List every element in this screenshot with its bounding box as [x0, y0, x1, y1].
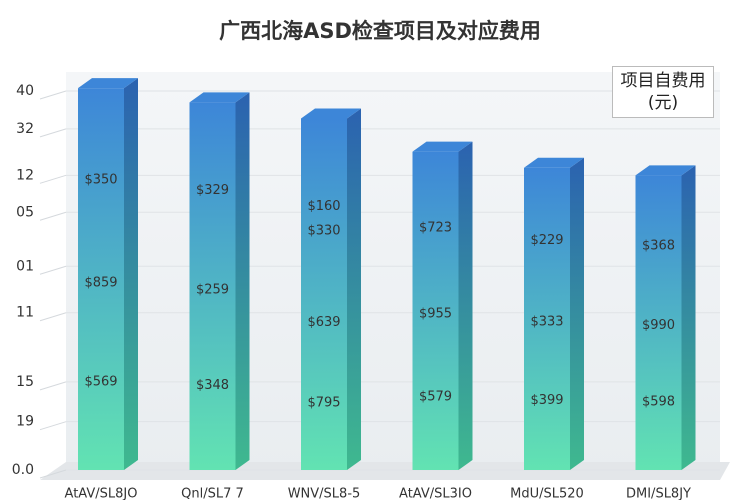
grid-line: [39, 312, 67, 322]
bar-top: [301, 108, 361, 119]
bar-label: $723: [419, 221, 452, 236]
bar-label: $579: [419, 389, 452, 404]
x-tick-label: DMI/SL8JY: [626, 487, 691, 500]
grid-line: [39, 421, 67, 431]
y-tick-label: 19: [16, 414, 34, 430]
bar-label: $795: [307, 396, 340, 411]
bar-label: $350: [84, 172, 117, 187]
bar-top: [524, 157, 584, 168]
x-tick-label: AtAV/SL8JO: [65, 487, 138, 500]
bar-label: $348: [196, 378, 229, 393]
bar-top: [412, 141, 473, 152]
x-tick-label: Qnl/SL7 7: [181, 487, 244, 500]
bar-label: $160: [307, 199, 340, 214]
bar-label: $859: [84, 275, 117, 290]
bar-label: $330: [307, 223, 340, 238]
bar-side: [681, 165, 696, 470]
bar: [301, 118, 347, 470]
y-tick-label: 01: [16, 258, 34, 274]
x-tick-label: WNV/SL8-5: [288, 487, 361, 500]
grid-line: [39, 265, 67, 275]
grid-line: [39, 174, 67, 184]
bar-label: $259: [196, 282, 229, 297]
back-wall: [66, 72, 720, 470]
x-tick-label: MdU/SL520: [510, 487, 584, 500]
bar-label: $399: [530, 393, 563, 408]
bar-top: [189, 92, 250, 103]
y-tick-label: 15: [16, 374, 34, 390]
bar-label: $598: [642, 395, 675, 410]
grid-line: [39, 211, 67, 221]
bar-top: [635, 165, 696, 176]
grid-line: [39, 90, 67, 100]
bar-side: [570, 157, 584, 470]
bar-top: [78, 78, 138, 89]
bar-label: $329: [196, 183, 229, 198]
bar: [78, 88, 124, 470]
chart-title: 广西北海ASD检查项目及对应费用: [219, 19, 541, 43]
floor: [40, 462, 730, 480]
y-tick-label: 32: [16, 121, 34, 137]
bar: [635, 175, 682, 470]
bar: [524, 167, 570, 470]
bar-label: $955: [419, 307, 452, 322]
bar: [189, 102, 236, 471]
bar-label: $990: [642, 318, 675, 333]
bar-side: [235, 92, 250, 471]
grid-line: [39, 128, 67, 138]
legend: 项目自费用 (元): [612, 66, 714, 118]
bar: [412, 151, 459, 470]
y-tick-label: 05: [16, 204, 34, 220]
y-tick-label: 0.0: [12, 462, 34, 478]
bar-label: $639: [307, 315, 340, 330]
y-tick-label: 40: [16, 83, 34, 99]
bar-label: $368: [642, 239, 675, 254]
grid-line: [39, 381, 67, 391]
bar-side: [124, 78, 138, 470]
bar-label: $569: [84, 375, 117, 390]
bar-side: [347, 108, 361, 470]
x-tick-label: AtAV/SL3IO: [399, 487, 472, 500]
grid-line: [39, 469, 67, 479]
bar-label: $229: [530, 233, 563, 248]
y-tick-label: 11: [16, 305, 34, 321]
y-tick-label: 12: [16, 167, 34, 183]
bar-label: $333: [530, 314, 563, 329]
bar-side: [458, 141, 473, 470]
